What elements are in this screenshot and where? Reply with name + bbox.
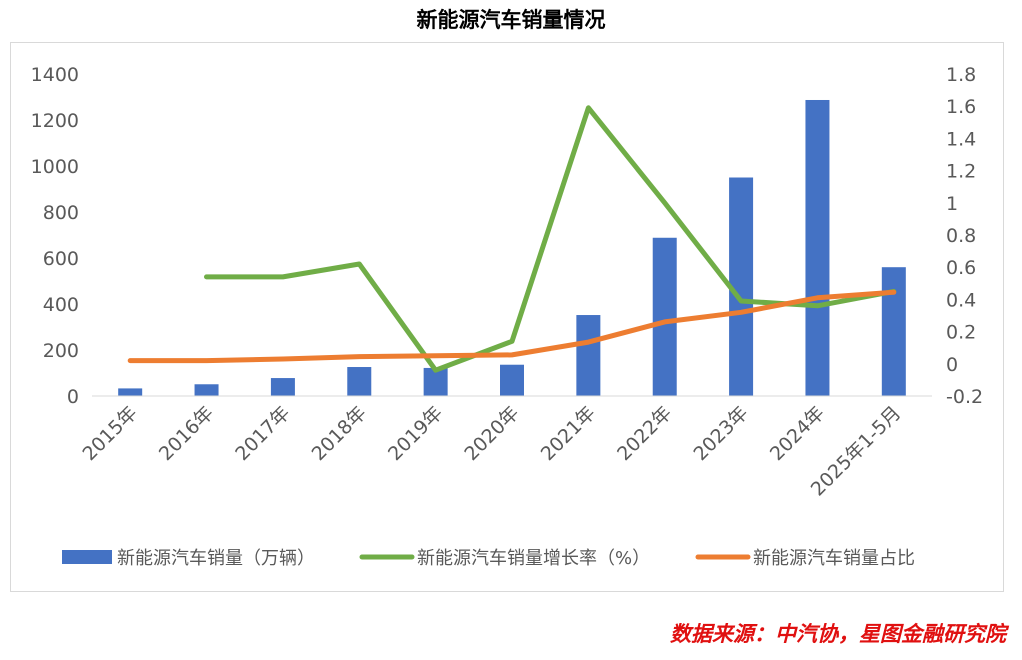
legend-label: 新能源汽车销量增长率（%） (417, 548, 650, 569)
line-series (127, 105, 897, 373)
left-axis-ticks: 1400 1200 1000 800 600 400 200 0 (31, 64, 79, 408)
right-tick-label: 0.4 (946, 289, 976, 311)
chart-canvas: 1400 1200 1000 800 600 400 200 0 1.8 1.6 1.4 1.2 1 0… (31, 64, 983, 569)
bar-3 (347, 367, 372, 396)
right-tick-label: 1 (946, 193, 958, 215)
left-tick-label: 600 (43, 248, 79, 270)
bar-2 (270, 378, 295, 396)
left-tick-label: 200 (43, 340, 79, 362)
legend-swatch-bar (62, 550, 112, 564)
x-tick-label: 2024年 (766, 402, 829, 465)
right-axis-ticks: 1.8 1.6 1.4 1.2 1 0.8 0.6 0.4 0.2 0 -0.2 (946, 64, 983, 408)
right-tick-label: 0.8 (946, 225, 976, 247)
right-tick-label: 1.8 (946, 64, 976, 86)
source-note: 数据来源：中汽协，星图金融研究院 (670, 622, 1006, 646)
x-tick-label: 2023年 (689, 402, 752, 465)
bar-series-sales (118, 99, 906, 397)
bar-9 (805, 99, 830, 397)
right-tick-label: 1.2 (946, 161, 976, 183)
x-tick-label: 2021年 (537, 402, 600, 465)
right-tick-label: 0.2 (946, 322, 976, 344)
left-tick-label: 1000 (31, 156, 79, 178)
right-tick-label: 1.6 (946, 96, 976, 118)
right-tick-label: 0 (946, 354, 958, 376)
left-tick-label: 1200 (31, 110, 79, 132)
chart-legend: 新能源汽车销量（万辆） 新能源汽车销量增长率（%） 新能源汽车销量占比 (62, 548, 915, 569)
left-tick-label: 800 (43, 202, 79, 224)
bar-0 (118, 388, 143, 396)
x-tick-label: 2015年 (79, 402, 142, 465)
x-tick-label: 2020年 (460, 402, 523, 465)
chart-title: 新能源汽车销量情况 (416, 8, 606, 32)
share-line (127, 289, 897, 364)
x-tick-label: 2016年 (155, 402, 218, 465)
right-tick-label: 1.4 (946, 128, 976, 150)
x-tick-label: 2018年 (308, 402, 371, 465)
bar-5 (500, 364, 524, 396)
legend-label: 新能源汽车销量占比 (753, 548, 915, 569)
left-tick-label: 0 (67, 386, 79, 408)
x-tick-label: 2017年 (231, 402, 294, 465)
bar-7 (652, 237, 677, 396)
legend-label: 新能源汽车销量（万辆） (117, 548, 315, 569)
x-axis-ticks: 2015年 2016年 2017年 2018年 2019年 2020年 2021年 2022年… (79, 402, 906, 501)
x-tick-label: 2019年 (384, 402, 447, 465)
left-tick-label: 1400 (31, 64, 79, 86)
chart-frame (10, 42, 1004, 592)
growth-rate-line (204, 105, 897, 373)
bar-10 (881, 267, 906, 396)
left-tick-label: 400 (43, 294, 79, 316)
bar-1 (194, 384, 219, 396)
bar-6 (576, 315, 601, 396)
right-tick-label: -0.2 (946, 386, 983, 408)
x-tick-label: 2022年 (613, 402, 676, 465)
right-tick-label: 0.6 (946, 257, 976, 279)
